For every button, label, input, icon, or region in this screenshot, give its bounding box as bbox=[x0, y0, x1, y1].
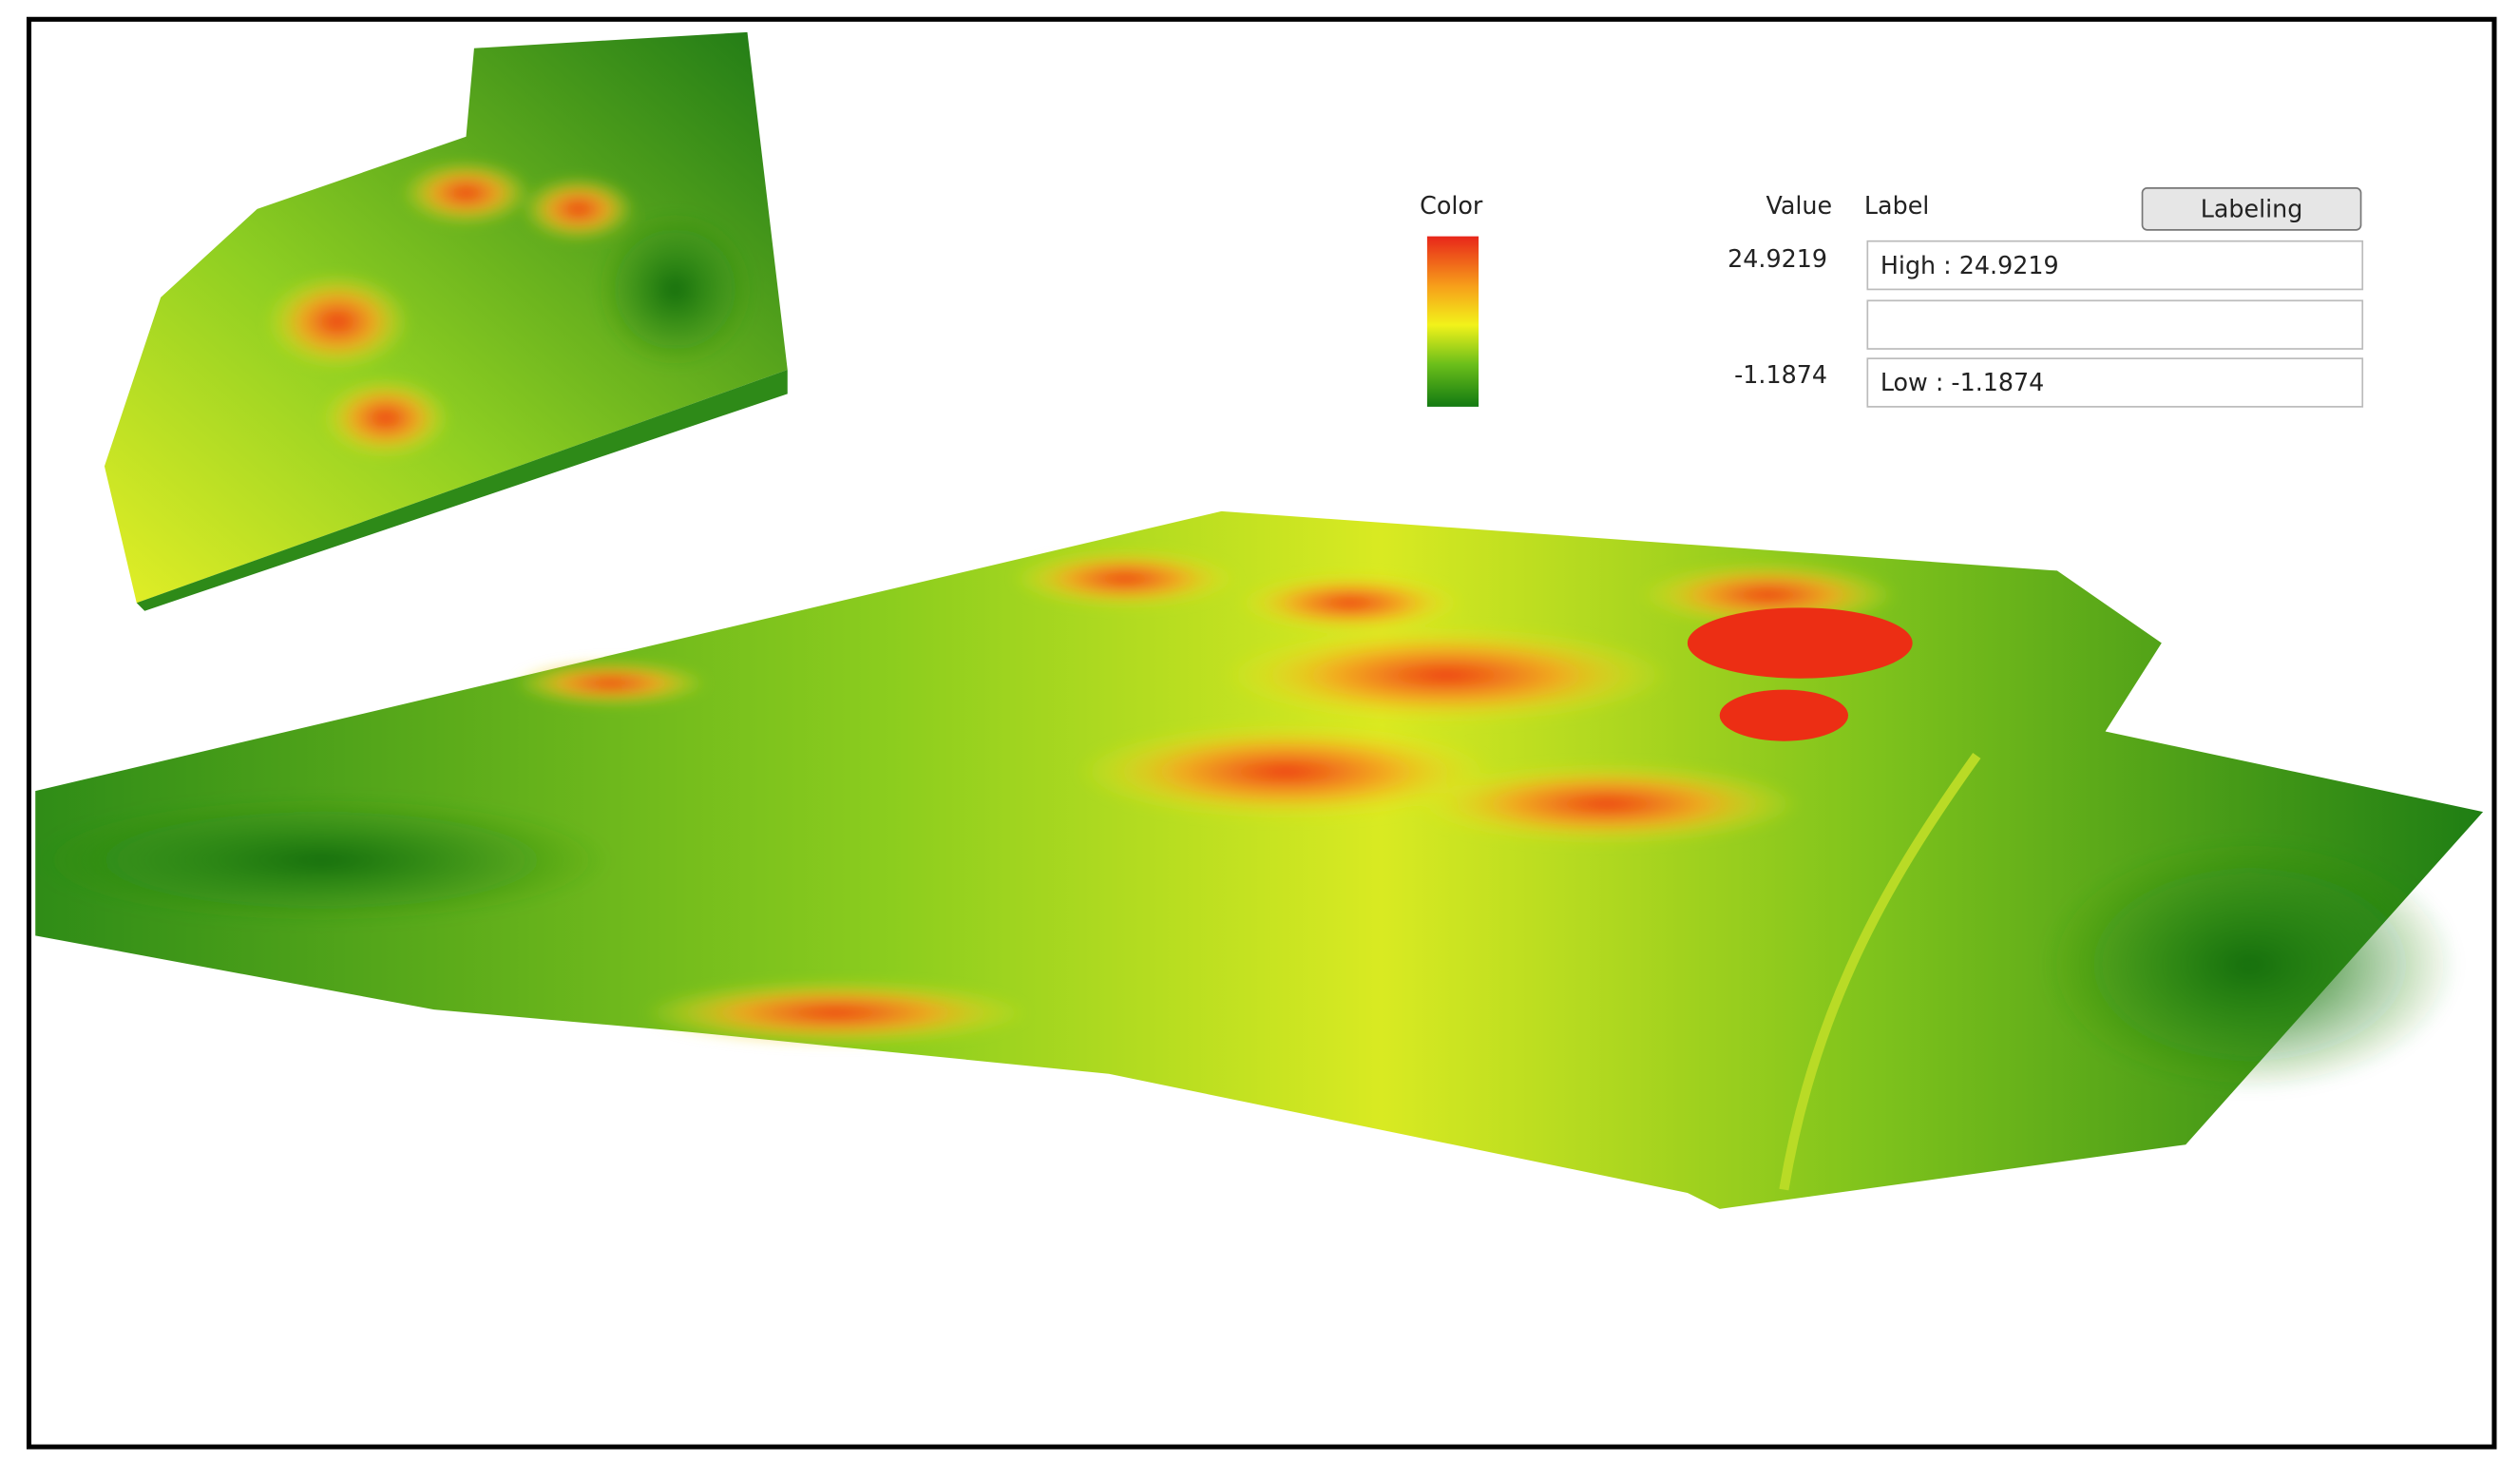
label-header: Label bbox=[1864, 191, 1929, 220]
label-field[interactable] bbox=[1866, 240, 2364, 291]
color-header: Color bbox=[1420, 191, 1483, 220]
terrain-shading bbox=[31, 549, 2459, 1094]
labeling-button[interactable] bbox=[2141, 187, 2362, 231]
inset-map bbox=[104, 31, 788, 611]
terrain-3d bbox=[31, 510, 2484, 1209]
tree-cluster bbox=[1687, 607, 1913, 679]
tree-cluster bbox=[1719, 689, 1849, 741]
value-header: Value bbox=[1766, 191, 1832, 220]
low-label: Low : -1.1874 bbox=[1880, 368, 2045, 396]
inset-edge bbox=[136, 370, 788, 611]
labeling-button-label[interactable]: Labeling bbox=[2201, 195, 2303, 223]
high-value: 24.9219 bbox=[1728, 244, 1827, 273]
road bbox=[1779, 752, 1981, 1191]
legend-panel: Color Value Label Labeling 24.9219 High … bbox=[1420, 187, 2364, 408]
label-field[interactable] bbox=[1866, 357, 2364, 408]
low-value: -1.1874 bbox=[1734, 360, 1827, 389]
color-ramp bbox=[1426, 236, 1480, 407]
inset-surface bbox=[104, 31, 788, 604]
label-field[interactable] bbox=[1866, 299, 2364, 350]
high-label: High : 24.9219 bbox=[1880, 251, 2059, 279]
